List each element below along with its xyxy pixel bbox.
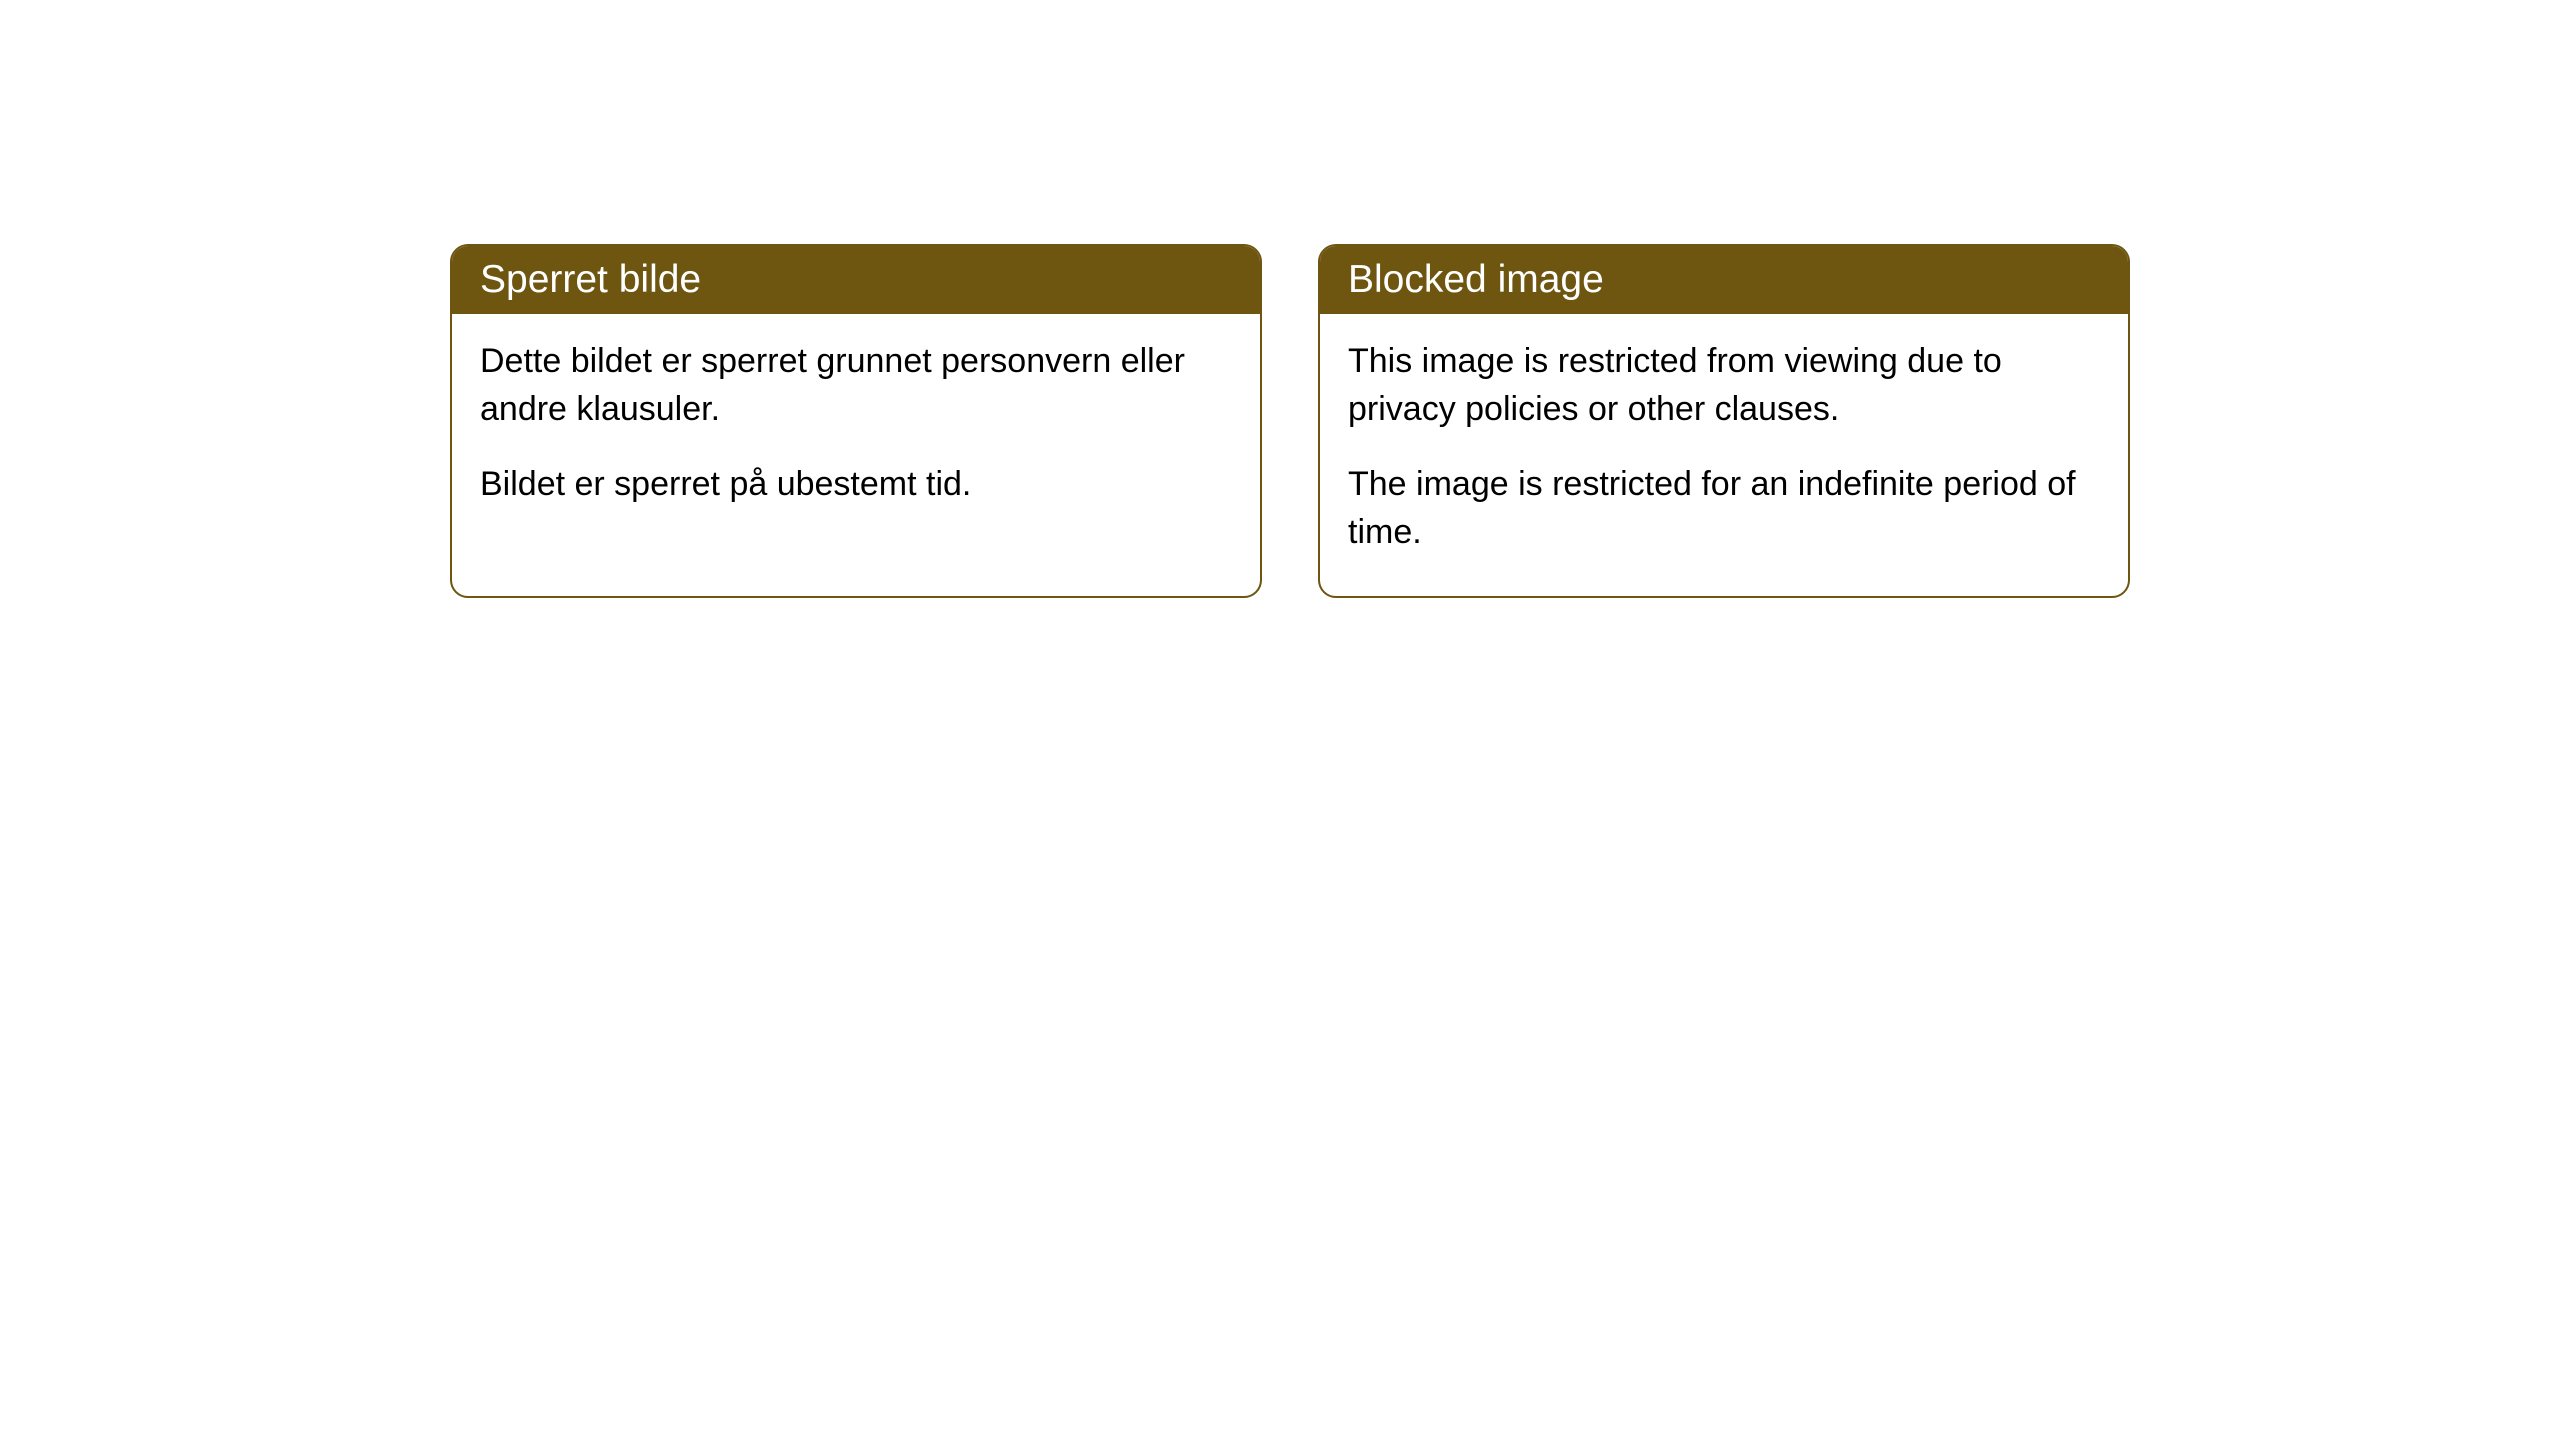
cards-container: Sperret bilde Dette bildet er sperret gr… xyxy=(450,244,2130,598)
card-paragraph-en-1: This image is restricted from viewing du… xyxy=(1348,338,2100,433)
card-paragraph-no-2: Bildet er sperret på ubestemt tid. xyxy=(480,461,1232,509)
card-title-en: Blocked image xyxy=(1348,258,1604,301)
card-header-en: Blocked image xyxy=(1320,246,2128,314)
card-body-no: Dette bildet er sperret grunnet personve… xyxy=(452,314,1260,549)
blocked-image-card-en: Blocked image This image is restricted f… xyxy=(1318,244,2130,598)
card-paragraph-no-1: Dette bildet er sperret grunnet personve… xyxy=(480,338,1232,433)
card-header-no: Sperret bilde xyxy=(452,246,1260,314)
blocked-image-card-no: Sperret bilde Dette bildet er sperret gr… xyxy=(450,244,1262,598)
card-title-no: Sperret bilde xyxy=(480,258,701,301)
card-body-en: This image is restricted from viewing du… xyxy=(1320,314,2128,596)
card-paragraph-en-2: The image is restricted for an indefinit… xyxy=(1348,461,2100,556)
